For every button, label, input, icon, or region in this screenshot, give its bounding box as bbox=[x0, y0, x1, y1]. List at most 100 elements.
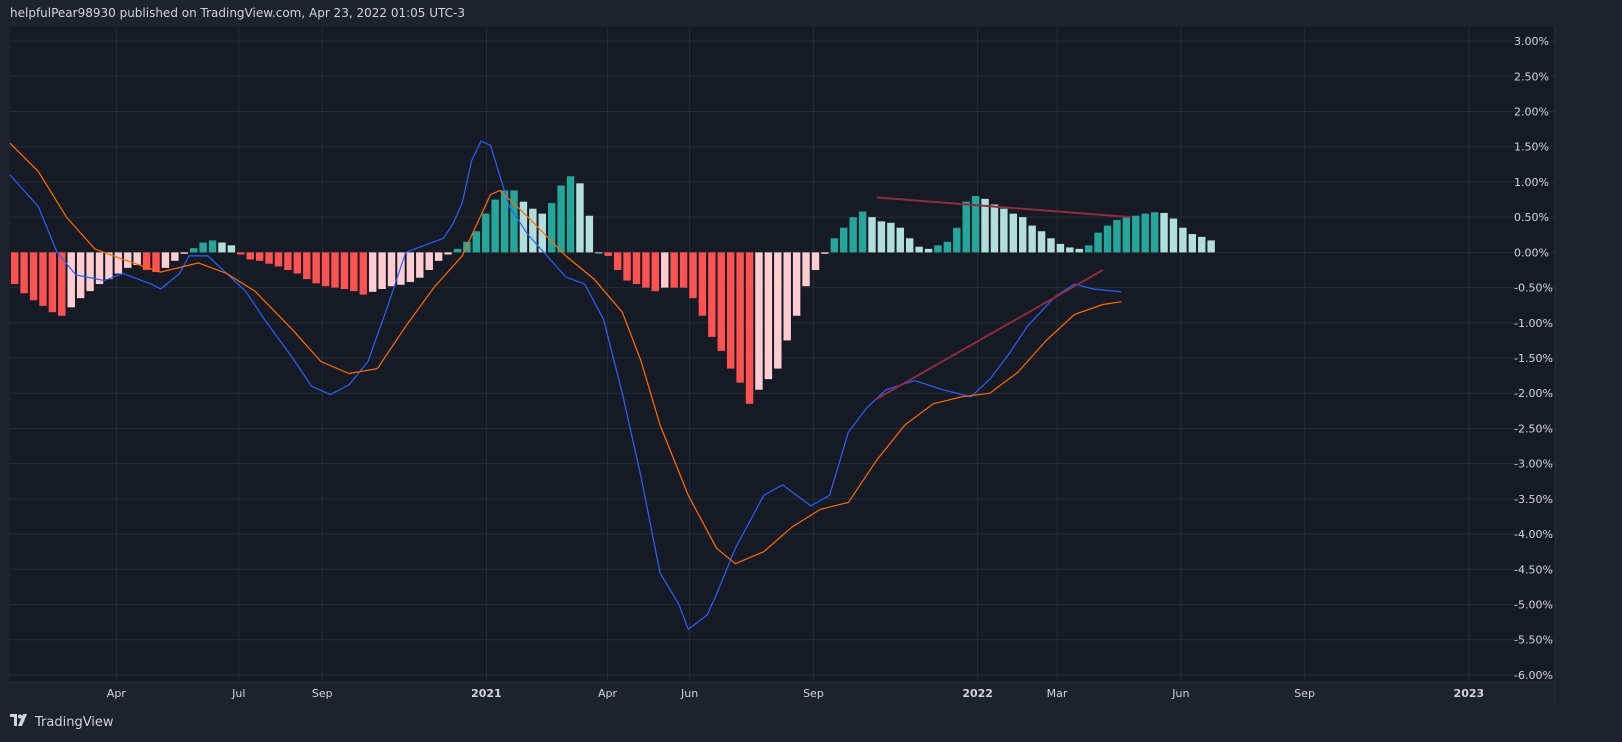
histogram-bar bbox=[547, 203, 556, 253]
histogram-bar bbox=[1037, 231, 1046, 253]
histogram-bar bbox=[20, 252, 28, 294]
histogram-bar bbox=[595, 252, 603, 254]
x-tick-label: Jun bbox=[680, 687, 698, 700]
histogram-bar bbox=[679, 252, 688, 288]
macd-line bbox=[9, 140, 1122, 631]
histogram-bar bbox=[199, 242, 207, 253]
histogram-bar bbox=[774, 252, 782, 369]
x-tick-label: Apr bbox=[107, 687, 127, 700]
histogram-bar bbox=[133, 252, 141, 266]
y-tick-label: 2.50% bbox=[1514, 70, 1549, 83]
histogram-bar bbox=[1160, 212, 1168, 253]
histogram-bar bbox=[359, 252, 367, 295]
histogram-bar bbox=[1113, 219, 1121, 253]
histogram-bar bbox=[943, 241, 952, 253]
histogram-bar bbox=[811, 252, 820, 270]
y-tick-label: 1.50% bbox=[1514, 141, 1549, 154]
time-axis[interactable]: Apr Jul Sep 2021 Apr Jun Sep 2022 Mar Jun Sep 2023 bbox=[107, 687, 1484, 700]
plot-background bbox=[10, 27, 1555, 682]
histogram-bar bbox=[189, 248, 198, 253]
histogram-bar bbox=[368, 252, 377, 292]
x-tick-label: Sep bbox=[1294, 687, 1315, 700]
x-tick-label: Jun bbox=[1171, 687, 1189, 700]
tradingview-logo-icon[interactable] bbox=[10, 714, 30, 730]
histogram-bar bbox=[180, 252, 188, 254]
brand-name[interactable]: TradingView bbox=[35, 714, 114, 730]
y-tick-label: -2.00% bbox=[1514, 387, 1553, 400]
histogram-bar bbox=[1066, 247, 1074, 253]
histogram-bar bbox=[1056, 243, 1065, 253]
histogram-bar bbox=[1075, 248, 1083, 253]
histogram-bar bbox=[557, 185, 565, 253]
x-tick-label: Sep bbox=[803, 687, 824, 700]
histogram-bar bbox=[265, 252, 273, 264]
y-tick-label: -1.50% bbox=[1514, 352, 1553, 365]
x-tick-label: Jul bbox=[231, 687, 245, 700]
histogram-bar bbox=[303, 252, 311, 280]
x-tick-label: Mar bbox=[1047, 687, 1068, 700]
y-tick-label: -1.00% bbox=[1514, 317, 1553, 330]
histogram-bar bbox=[971, 196, 980, 253]
histogram-bar bbox=[1103, 225, 1112, 253]
histogram-bar bbox=[1122, 217, 1131, 253]
histogram-bar bbox=[482, 213, 490, 253]
histogram-bar bbox=[830, 238, 839, 253]
x-tick-label: Sep bbox=[312, 687, 333, 700]
histogram-bar bbox=[915, 246, 923, 253]
histogram-bar bbox=[1000, 208, 1008, 253]
histogram-bar bbox=[538, 213, 546, 253]
histogram-bar bbox=[406, 252, 415, 282]
publish-info: helpfulPear98930 published on TradingVie… bbox=[10, 6, 465, 20]
y-tick-label: 3.00% bbox=[1514, 35, 1549, 48]
histogram-bar bbox=[840, 227, 848, 253]
histogram-bar bbox=[255, 252, 264, 261]
histogram-bar bbox=[274, 252, 283, 267]
histogram-bar bbox=[934, 245, 942, 253]
histogram-bar bbox=[387, 252, 396, 287]
indicator-lines bbox=[9, 140, 1122, 631]
trendline bbox=[876, 269, 1104, 400]
histogram-bar bbox=[500, 190, 509, 253]
histogram-bar bbox=[39, 252, 47, 306]
histogram-bar bbox=[491, 199, 499, 253]
histogram-bar bbox=[58, 252, 66, 316]
histogram-bar bbox=[124, 252, 132, 268]
histogram-bar bbox=[1169, 218, 1178, 253]
trendlines bbox=[876, 196, 1132, 400]
histogram-bar bbox=[350, 252, 358, 292]
y-tick-label: 0.00% bbox=[1514, 246, 1549, 259]
histogram-bar bbox=[613, 252, 622, 270]
grid bbox=[10, 27, 1555, 682]
histogram-bar bbox=[425, 252, 433, 270]
histogram-bar bbox=[821, 252, 829, 254]
histogram-bar bbox=[566, 176, 575, 253]
price-axis[interactable]: 3.00% 2.50% 2.00% 1.50% 1.00% 0.50% 0.00% -0.50… bbox=[1514, 35, 1553, 682]
histogram-bar bbox=[1207, 240, 1215, 253]
histogram-bar bbox=[67, 252, 75, 308]
histogram-bar bbox=[1094, 232, 1102, 253]
histogram-bar bbox=[11, 252, 19, 285]
histogram-bar bbox=[95, 252, 104, 285]
histogram-bar bbox=[29, 252, 38, 301]
histogram-bar bbox=[1198, 236, 1206, 253]
y-tick-label: -0.50% bbox=[1514, 282, 1553, 295]
signal-line bbox=[9, 142, 1122, 565]
histogram-bar bbox=[529, 208, 537, 253]
histogram bbox=[11, 176, 1215, 404]
histogram-bar bbox=[1009, 213, 1018, 253]
histogram-bar bbox=[585, 215, 594, 253]
y-tick-label: -3.00% bbox=[1514, 458, 1553, 471]
histogram-bar bbox=[416, 252, 424, 278]
histogram-bar bbox=[1141, 213, 1149, 253]
histogram-bar bbox=[1150, 212, 1159, 253]
footer: TradingView bbox=[10, 714, 114, 730]
histogram-bar bbox=[114, 252, 123, 274]
histogram-bar bbox=[849, 217, 857, 253]
histogram-bar bbox=[434, 252, 443, 261]
y-tick-label: 2.00% bbox=[1514, 106, 1549, 119]
histogram-bar bbox=[887, 222, 895, 253]
x-tick-label: 2022 bbox=[962, 687, 993, 700]
histogram-bar bbox=[142, 252, 151, 270]
histogram-bar bbox=[905, 238, 914, 253]
